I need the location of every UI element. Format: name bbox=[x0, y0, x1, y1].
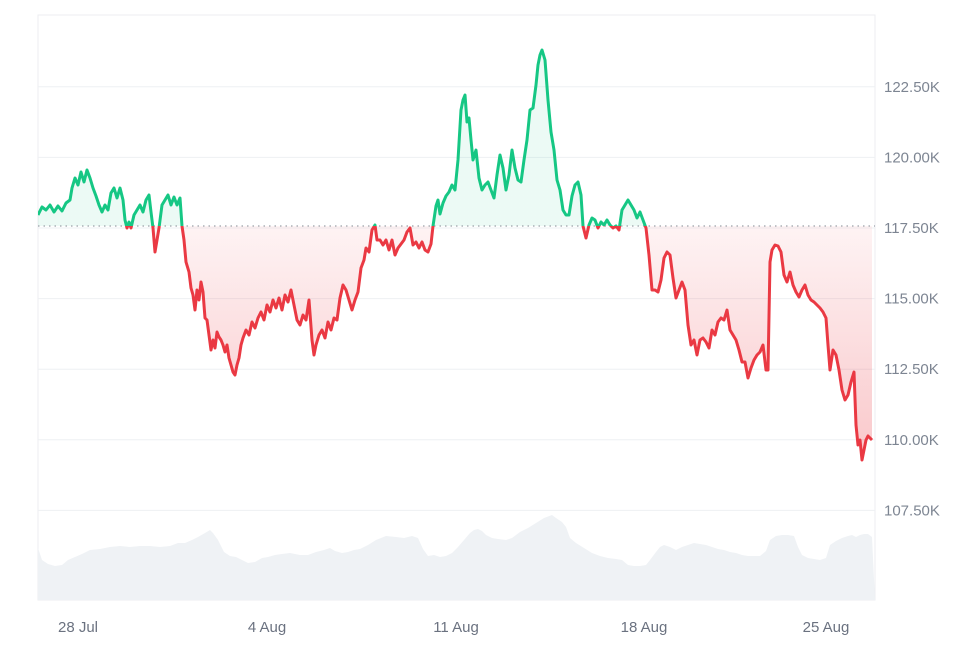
y-tick-label: 117.50K bbox=[884, 220, 939, 237]
price-line-up[interactable] bbox=[38, 48, 872, 460]
price-line[interactable] bbox=[38, 48, 874, 462]
x-tick-label: 11 Aug bbox=[433, 619, 479, 636]
x-tick-label: 25 Aug bbox=[803, 619, 850, 636]
y-tick-label: 122.50K bbox=[884, 79, 940, 96]
x-axis-labels: 28 Jul 4 Aug 11 Aug 18 Aug 25 Aug bbox=[58, 619, 849, 636]
volume-shape bbox=[38, 515, 875, 600]
y-tick-label: 115.00K bbox=[884, 291, 939, 308]
volume-area bbox=[38, 515, 875, 600]
price-line-down[interactable] bbox=[38, 50, 874, 462]
x-tick-label: 28 Jul bbox=[58, 619, 98, 636]
y-tick-label: 110.00K bbox=[884, 432, 939, 449]
price-area-fill bbox=[38, 50, 872, 460]
y-tick-label: 120.00K bbox=[884, 149, 940, 166]
x-tick-label: 4 Aug bbox=[248, 619, 286, 636]
x-tick-label: 18 Aug bbox=[621, 619, 668, 636]
y-tick-label: 112.50K bbox=[884, 361, 939, 378]
down-fill bbox=[38, 226, 872, 460]
y-axis-labels: 122.50K 120.00K 117.50K 115.00K 112.50K 110.0… bbox=[884, 79, 940, 520]
y-tick-label: 107.50K bbox=[884, 502, 940, 519]
